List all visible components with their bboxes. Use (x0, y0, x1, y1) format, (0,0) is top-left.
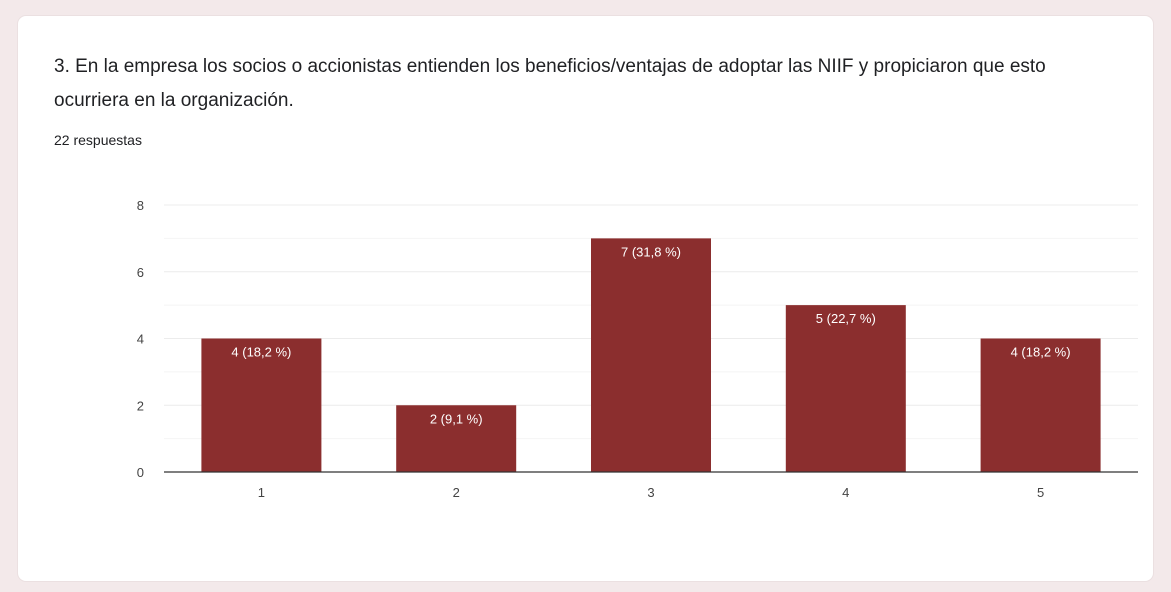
bar-data-label: 2 (9,1 %) (430, 411, 483, 426)
bar-3 (591, 238, 711, 472)
bar-5 (980, 338, 1101, 472)
bar-chart: 0 2 4 6 8 4 (18,2 %) 1 2 (9,1 %) 2 7 (31,8 %) 3 5 (… (137, 198, 1138, 500)
x-tick-label: 5 (1037, 485, 1044, 500)
question-title: 3. En la empresa los socios o accionista… (54, 56, 1046, 111)
response-count: 22 respuestas (54, 132, 142, 148)
bar-1 (201, 338, 322, 472)
x-tick-label: 3 (647, 485, 654, 500)
response-card: 3. En la empresa los socios o accionista… (18, 16, 1153, 581)
y-tick-label: 6 (137, 265, 144, 280)
x-tick-label: 4 (842, 485, 849, 500)
bar-data-label: 4 (18,2 %) (1011, 345, 1071, 360)
bar-data-label: 7 (31,8 %) (621, 244, 681, 259)
y-tick-label: 4 (137, 332, 144, 347)
y-tick-label: 2 (137, 398, 144, 413)
x-tick-label: 1 (258, 485, 265, 500)
bar-2 (396, 405, 517, 472)
bar-data-label: 4 (18,2 %) (231, 345, 291, 360)
bar-data-label: 5 (22,7 %) (816, 311, 876, 326)
bar-4 (785, 305, 906, 472)
y-tick-label: 8 (137, 198, 144, 213)
y-tick-label: 0 (137, 465, 144, 480)
x-tick-label: 2 (453, 485, 460, 500)
